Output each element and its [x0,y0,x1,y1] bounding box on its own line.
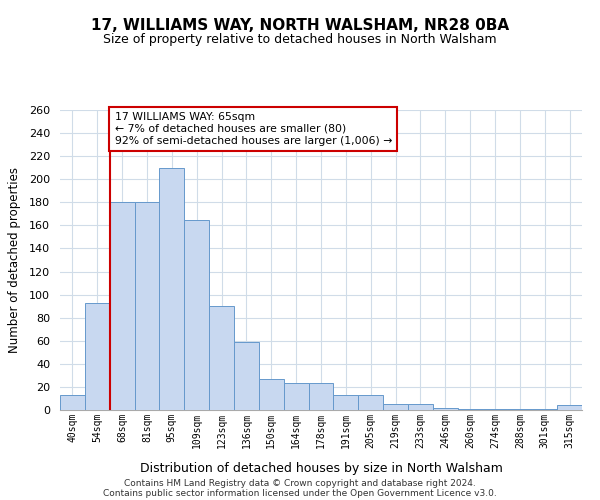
Bar [334,395,358,410]
Bar [557,406,582,410]
X-axis label: Distribution of detached houses by size in North Walsham: Distribution of detached houses by size … [140,462,502,475]
Bar [60,395,85,410]
Bar [383,404,408,410]
Bar [234,342,259,410]
Bar [482,409,508,410]
Bar [308,384,334,410]
Bar [284,384,308,410]
Y-axis label: Number of detached properties: Number of detached properties [8,167,20,353]
Bar [458,409,482,410]
Bar [85,302,110,410]
Bar [134,202,160,410]
Text: Size of property relative to detached houses in North Walsham: Size of property relative to detached ho… [103,32,497,46]
Text: 17 WILLIAMS WAY: 65sqm
← 7% of detached houses are smaller (80)
92% of semi-deta: 17 WILLIAMS WAY: 65sqm ← 7% of detached … [115,112,392,146]
Bar [160,168,184,410]
Bar [184,220,209,410]
Bar [110,202,134,410]
Bar [508,409,532,410]
Bar [259,379,284,410]
Text: Contains public sector information licensed under the Open Government Licence v3: Contains public sector information licen… [103,488,497,498]
Bar [209,306,234,410]
Text: 17, WILLIAMS WAY, NORTH WALSHAM, NR28 0BA: 17, WILLIAMS WAY, NORTH WALSHAM, NR28 0B… [91,18,509,32]
Bar [433,408,458,410]
Text: Contains HM Land Registry data © Crown copyright and database right 2024.: Contains HM Land Registry data © Crown c… [124,478,476,488]
Bar [358,395,383,410]
Bar [408,404,433,410]
Bar [532,409,557,410]
